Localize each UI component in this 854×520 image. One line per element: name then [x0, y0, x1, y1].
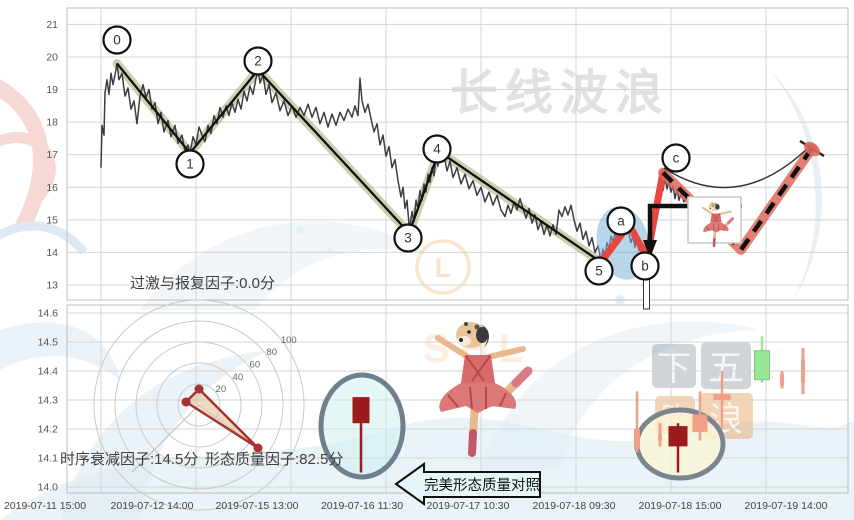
- corner-watermark-char: 五: [708, 347, 744, 388]
- y-axis-tick-label: 14.0: [38, 482, 59, 494]
- brand-watermark-text: 长线波浪: [450, 67, 670, 120]
- y-axis-tick-label: 17: [46, 149, 58, 161]
- radar-ring: [93, 299, 305, 511]
- x-axis-tick-label: 2019-07-19 14:00: [745, 500, 828, 512]
- perfect-pattern-callout-text[interactable]: 完美形态质量对照: [424, 478, 540, 494]
- radar-tick-label: 20: [216, 384, 227, 395]
- impulse-trend-line: [116, 62, 602, 264]
- foam-dot: [327, 247, 333, 253]
- candle-body[interactable]: [634, 429, 640, 450]
- wave-marker-circle[interactable]: [102, 25, 132, 55]
- wave-marker-label: 1: [186, 157, 194, 172]
- radar-needle[interactable]: [184, 387, 260, 450]
- wave-marker-label: 0: [113, 33, 121, 48]
- candle-body[interactable]: [713, 394, 731, 400]
- wave-marker-circle[interactable]: [422, 134, 452, 164]
- y-axis-tick-label: 16: [46, 182, 58, 194]
- wave-marker-label: c: [673, 151, 680, 166]
- y-axis-tick-label: 18: [46, 117, 58, 129]
- radar-axis: [131, 404, 200, 473]
- wave-marker-circle[interactable]: [661, 143, 691, 173]
- wave-marker-circle[interactable]: [630, 251, 660, 281]
- candle-body[interactable]: [754, 350, 770, 381]
- x-axis-tick-label: 2019-07-11 15:00: [4, 500, 86, 512]
- corrective-zigzag: [597, 169, 667, 266]
- wave-marker-circle[interactable]: [606, 206, 636, 236]
- wave-marker-circle[interactable]: [243, 46, 273, 76]
- wave-splash: [0, 322, 120, 380]
- y-axis-tick-label: 14.2: [38, 424, 59, 436]
- candle-body[interactable]: [692, 414, 708, 432]
- logo-circle: [415, 239, 471, 295]
- perfect-example-candle-body[interactable]: [352, 397, 370, 424]
- y-axis-tick-label: 19: [46, 84, 58, 96]
- radar-ring: [177, 383, 221, 427]
- wave-marker-label: 2: [254, 54, 262, 69]
- radar-ring: [135, 341, 263, 469]
- y-axis-tick-label: 14.6: [38, 308, 59, 320]
- radar-needle-dot: [194, 384, 204, 394]
- candle-body[interactable]: [801, 359, 805, 383]
- candle-body[interactable]: [780, 373, 784, 386]
- wave-marker-circle[interactable]: [175, 149, 205, 179]
- x-axis-tick-label: 2019-07-16 11:30: [321, 500, 403, 512]
- y-axis-tick-label: 14.1: [38, 453, 59, 465]
- candle-body[interactable]: [668, 426, 688, 447]
- radar-tick-label: 100: [281, 335, 297, 346]
- wave-marker-label: 3: [404, 231, 412, 246]
- y-axis-tick-label: 14: [46, 247, 58, 259]
- wave-crest: [140, 220, 430, 310]
- wave-shape: [60, 350, 270, 520]
- x-axis-tick-label: 2019-07-18 15:00: [639, 500, 722, 512]
- wave-marker-circle[interactable]: [393, 223, 423, 253]
- wave-crest: [480, 321, 760, 470]
- radar-ring: [114, 320, 284, 490]
- radar-ring: [156, 362, 242, 448]
- radar-tick-label: 40: [233, 372, 244, 383]
- wave-marker-label: 4: [433, 142, 441, 157]
- pattern-quality-factor-text: 形态质量因子:82.5分: [205, 451, 344, 468]
- wave-marker-label: a: [617, 214, 625, 229]
- corner-watermark-char: 下: [657, 350, 691, 388]
- foam-dot: [296, 226, 304, 234]
- x-axis-tick-label: 2019-07-17 10:30: [427, 500, 510, 512]
- radar-tick-label: 80: [267, 347, 278, 358]
- y-axis-tick-label: 14.5: [38, 337, 59, 349]
- y-axis-tick-label: 14.3: [38, 395, 59, 407]
- y-axis-tick-label: 15: [46, 214, 58, 226]
- top-plot-border: [66, 7, 849, 301]
- x-axis-tick-label: 2019-07-18 09:30: [533, 500, 616, 512]
- x-axis-tick-label: 2019-07-12 14:00: [111, 500, 194, 512]
- y-axis-tick-label: 14.4: [38, 366, 59, 378]
- forecast-end-dot: [804, 141, 820, 157]
- radar-needle-dot: [253, 443, 263, 453]
- corner-watermark-blocks: 下 五 购 浪: [652, 342, 753, 439]
- wave-marker-circle[interactable]: [584, 256, 614, 286]
- radar-tick-label: 60: [250, 359, 261, 370]
- time-decay-factor-text: 时序衰减因子:14.5分: [60, 451, 199, 468]
- candle-body[interactable]: [658, 434, 662, 441]
- perfect-pattern-callout-arrow[interactable]: [394, 462, 541, 506]
- projection-arc: [663, 145, 811, 189]
- red-brand-logo-watermark: [0, 79, 88, 255]
- y-axis-tick-label: 21: [46, 19, 58, 31]
- label-layer: 0 1 2 3 4 5 a b c 21 20 19 18 17 16 15 14 13 14.6 14.5 14.4 1…: [4, 19, 828, 512]
- overreaction-factor-text: 过激与报复因子:0.0分: [130, 275, 276, 292]
- logo-letter: L: [435, 253, 452, 283]
- radar-needle-dot: [181, 397, 191, 407]
- x-axis-tick-label: 2019-07-15 13:00: [216, 500, 299, 512]
- candle-layer: [352, 336, 805, 473]
- wave-marker-label: 5: [595, 264, 603, 279]
- wave-marker-label: b: [641, 259, 649, 274]
- pointer-arrowhead: [643, 240, 657, 258]
- y-axis-tick-label: 20: [46, 51, 58, 63]
- y-axis-tick-label: 13: [46, 279, 58, 291]
